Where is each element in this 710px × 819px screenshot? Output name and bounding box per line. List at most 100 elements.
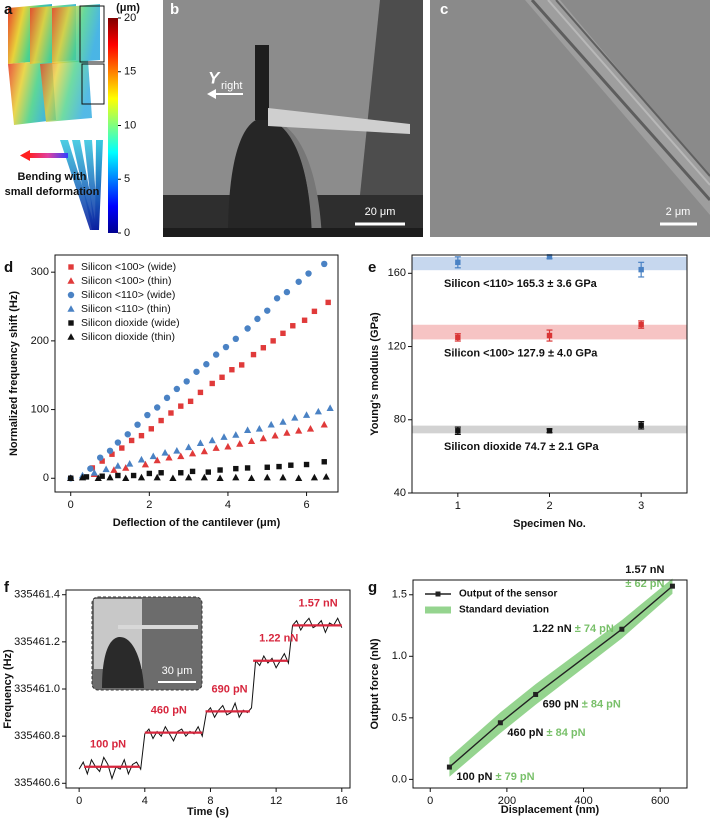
- point: [109, 451, 115, 457]
- panel-a-art: [8, 4, 105, 230]
- point-label: 1.57 nN: [625, 564, 664, 576]
- point: [283, 288, 291, 296]
- legend-marker: [435, 591, 441, 597]
- point: [239, 362, 245, 368]
- colorbar-tick-label: 5: [124, 173, 130, 185]
- point: [320, 420, 328, 428]
- error-label: ± 79 pN: [496, 771, 535, 783]
- point: [163, 394, 171, 402]
- legend-marker: [68, 320, 74, 326]
- point: [173, 385, 181, 393]
- colorbar-tick-label: 10: [124, 119, 136, 131]
- point: [259, 434, 267, 442]
- point: [254, 315, 261, 323]
- point: [273, 295, 281, 302]
- panel-letter: d: [4, 259, 13, 276]
- point: [205, 469, 211, 475]
- point: [233, 465, 239, 472]
- point: [126, 460, 134, 467]
- point: [279, 473, 287, 481]
- x-tick-label: 4: [142, 795, 148, 807]
- scale-label: 2 μm: [666, 206, 691, 218]
- point: [128, 437, 135, 444]
- point: [290, 323, 296, 329]
- mean-band: [412, 257, 687, 271]
- point-label: 1.22 nN ± 74 pN: [533, 623, 614, 635]
- point: [153, 473, 161, 481]
- point: [236, 440, 244, 447]
- level-label: 460 pN: [151, 705, 187, 717]
- panel-letter: a: [4, 1, 13, 18]
- point: [326, 404, 334, 411]
- caption: small deformation: [5, 186, 100, 198]
- point: [533, 691, 539, 697]
- x-axis-title: Displacement (nm): [501, 804, 600, 816]
- point-label: 460 pN ± 84 pN: [507, 727, 585, 739]
- point: [200, 473, 208, 481]
- inset-scale-label: 30 μm: [162, 665, 193, 677]
- point: [244, 465, 251, 471]
- panel-letter: f: [4, 579, 10, 596]
- point: [244, 325, 251, 332]
- point: [546, 254, 553, 260]
- data-line: [78, 617, 343, 781]
- point: [83, 474, 90, 480]
- point: [185, 443, 193, 451]
- point: [178, 403, 184, 409]
- point: [638, 321, 644, 328]
- point: [208, 436, 216, 444]
- point: [67, 474, 75, 482]
- point: [283, 429, 291, 436]
- x-tick-label: 3: [638, 500, 644, 512]
- point: [110, 466, 118, 473]
- point: [90, 468, 98, 476]
- plot-frame: [65, 589, 351, 789]
- y-axis-title: Normalized frequency shift (Hz): [8, 291, 20, 456]
- direction-subscript: right: [221, 80, 242, 92]
- point: [87, 465, 94, 472]
- plot-frame: [54, 254, 339, 493]
- error-label: ± 84 pN: [547, 727, 586, 739]
- error-band: [449, 578, 673, 777]
- legend-label: Output of the sensor: [459, 589, 557, 600]
- point: [229, 367, 235, 373]
- error-label: ± 74 pN: [575, 623, 614, 635]
- point: [220, 433, 228, 440]
- point: [173, 446, 181, 454]
- point: [138, 432, 145, 439]
- legend-label: Silicon dioxide (wide): [81, 317, 180, 329]
- point: [185, 473, 193, 481]
- y-tick-label: 120: [388, 340, 406, 352]
- inset-shape: [102, 637, 144, 688]
- direction-label: Y: [208, 68, 221, 87]
- colorbar-tick-label: 20: [124, 12, 136, 24]
- legend-label: Standard deviation: [459, 605, 549, 616]
- value-label: 690 pN: [543, 698, 579, 710]
- point: [178, 470, 184, 476]
- y-tick-label: 160: [388, 267, 406, 279]
- y-tick-label: 0.5: [392, 712, 407, 724]
- y-tick-label: 40: [394, 487, 406, 499]
- legend-label: Silicon <100> (wide): [81, 261, 176, 273]
- y-tick-label: 335461.2: [14, 636, 60, 648]
- colorbar: [108, 18, 118, 233]
- x-tick-label: 400: [574, 795, 592, 807]
- point: [232, 473, 240, 481]
- point: [311, 308, 318, 315]
- point: [305, 270, 312, 277]
- point: [232, 431, 240, 438]
- colorbar-tick-label: 0: [124, 227, 130, 239]
- point: [106, 447, 114, 454]
- point: [280, 330, 286, 337]
- y-tick-label: 200: [31, 335, 49, 347]
- colorbar-label: (μm): [116, 2, 140, 14]
- point: [130, 472, 137, 479]
- point: [267, 420, 275, 428]
- error-label: ± 84 pN: [582, 698, 621, 710]
- x-tick-label: 600: [651, 795, 669, 807]
- legend-marker: [67, 305, 75, 312]
- point: [243, 426, 252, 433]
- point: [134, 421, 141, 428]
- plot-frame: [411, 254, 688, 494]
- scale-label: 20 μm: [365, 206, 396, 218]
